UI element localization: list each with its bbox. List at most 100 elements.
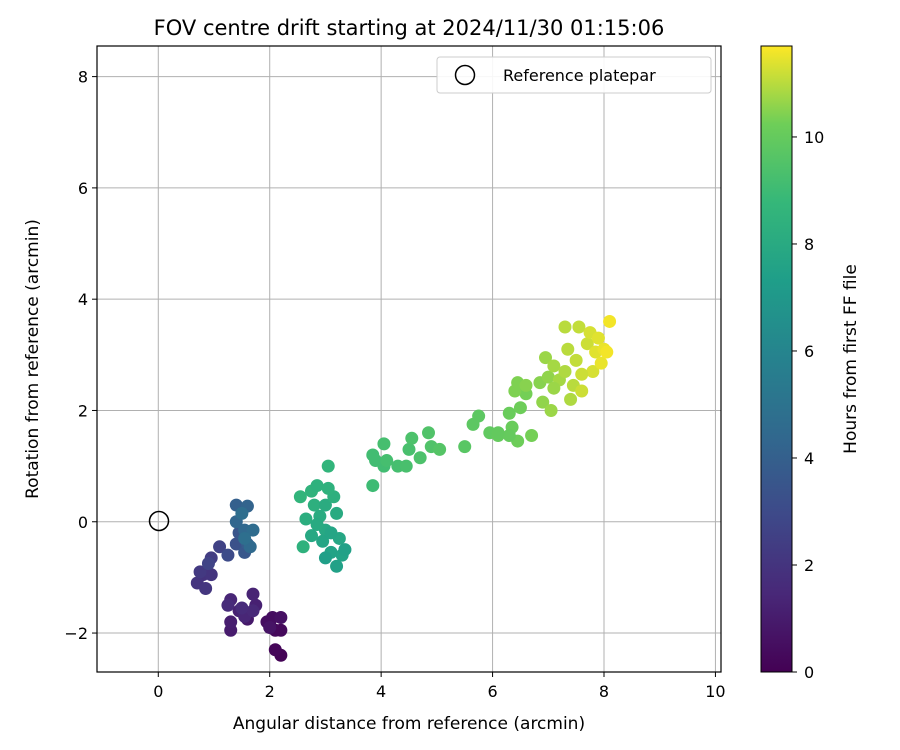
y-tick-label: 8	[78, 68, 88, 87]
data-point	[513, 401, 527, 415]
data-point	[377, 437, 391, 451]
data-point	[603, 314, 617, 328]
data-point	[413, 451, 427, 465]
data-point	[305, 529, 318, 543]
data-point	[380, 454, 394, 468]
data-point	[402, 442, 416, 456]
y-tick-label: 0	[78, 513, 88, 532]
data-point	[307, 498, 321, 512]
y-axis-label: Rotation from reference (arcmin)	[23, 219, 43, 499]
data-point	[547, 359, 561, 373]
data-point	[502, 406, 516, 420]
data-point	[594, 356, 608, 370]
colorbar-ticks: 0 2 4 6 8 10	[792, 128, 824, 682]
data-point	[193, 565, 207, 579]
data-point	[235, 601, 249, 615]
data-point	[224, 615, 238, 629]
data-point	[274, 623, 288, 637]
data-point	[318, 551, 332, 565]
data-point	[321, 481, 335, 495]
data-point	[366, 448, 380, 462]
data-point	[201, 556, 215, 570]
legend-label: Reference platepar	[503, 66, 656, 85]
y-tick-label: 4	[78, 290, 88, 309]
data-point	[472, 409, 486, 423]
data-point	[296, 540, 310, 554]
y-tick-label: −2	[64, 624, 88, 643]
data-point	[310, 518, 324, 532]
y-ticks: −2 0 2 4 6 8	[64, 68, 97, 643]
data-point	[586, 365, 600, 379]
data-points	[190, 314, 617, 662]
data-point	[399, 459, 413, 473]
data-point	[268, 643, 282, 657]
y-tick-label: 2	[78, 401, 88, 420]
data-point	[564, 392, 578, 406]
data-point	[580, 337, 594, 351]
data-point	[238, 531, 252, 545]
x-tick-label: 10	[705, 682, 725, 701]
legend: Reference platepar	[436, 56, 712, 94]
reference-platepar-marker	[148, 510, 170, 532]
data-point	[330, 559, 344, 573]
legend-marker	[454, 64, 476, 86]
data-point	[221, 598, 235, 612]
data-point	[558, 365, 572, 379]
colorbar-tick-label: 10	[804, 128, 824, 147]
x-tick-label: 8	[599, 682, 609, 701]
x-axis-label: Angular distance from reference (arcmin)	[233, 714, 585, 734]
data-point	[541, 370, 555, 384]
grid	[97, 46, 721, 672]
legend-box	[436, 56, 712, 94]
data-point	[519, 378, 533, 392]
data-point	[310, 479, 324, 493]
x-tick-label: 2	[265, 682, 275, 701]
data-point	[539, 351, 552, 365]
chart-title: FOV centre drift starting at 2024/11/30 …	[154, 16, 665, 40]
data-point	[536, 395, 550, 409]
data-point	[263, 620, 277, 634]
data-point	[544, 403, 558, 417]
data-point	[199, 582, 213, 596]
y-tick-label: 6	[78, 179, 88, 198]
data-point	[502, 429, 516, 443]
data-point	[591, 331, 605, 345]
colorbar-label: Hours from first FF file	[841, 264, 861, 454]
data-point	[299, 512, 313, 526]
data-point	[235, 506, 249, 520]
data-point	[221, 548, 235, 562]
data-point	[525, 429, 539, 443]
data-point	[433, 442, 447, 456]
x-tick-label: 6	[487, 682, 497, 701]
data-point	[246, 604, 260, 618]
data-point	[204, 568, 218, 582]
plot-frame	[96, 45, 722, 673]
data-point	[572, 320, 586, 334]
data-point	[575, 384, 589, 398]
data-point	[366, 479, 380, 493]
data-point	[575, 367, 589, 381]
data-point	[569, 353, 583, 367]
x-tick-label: 0	[153, 682, 163, 701]
x-tick-label: 4	[376, 682, 386, 701]
data-point	[458, 440, 472, 454]
data-point	[213, 540, 227, 554]
data-point	[491, 426, 505, 440]
data-point	[324, 526, 338, 540]
colorbar-tick-label: 2	[804, 556, 814, 575]
colorbar-tick-label: 8	[804, 235, 814, 254]
data-point	[338, 543, 352, 557]
data-point	[246, 587, 260, 601]
data-point	[330, 506, 344, 520]
data-point	[321, 459, 335, 473]
data-point	[318, 498, 332, 512]
data-point	[293, 490, 307, 504]
data-point	[600, 345, 614, 359]
data-point	[316, 534, 330, 548]
colorbar-tick-label: 6	[804, 342, 814, 361]
data-point	[274, 610, 288, 624]
data-point	[405, 431, 419, 445]
data-point	[558, 320, 572, 334]
data-point	[422, 426, 435, 440]
